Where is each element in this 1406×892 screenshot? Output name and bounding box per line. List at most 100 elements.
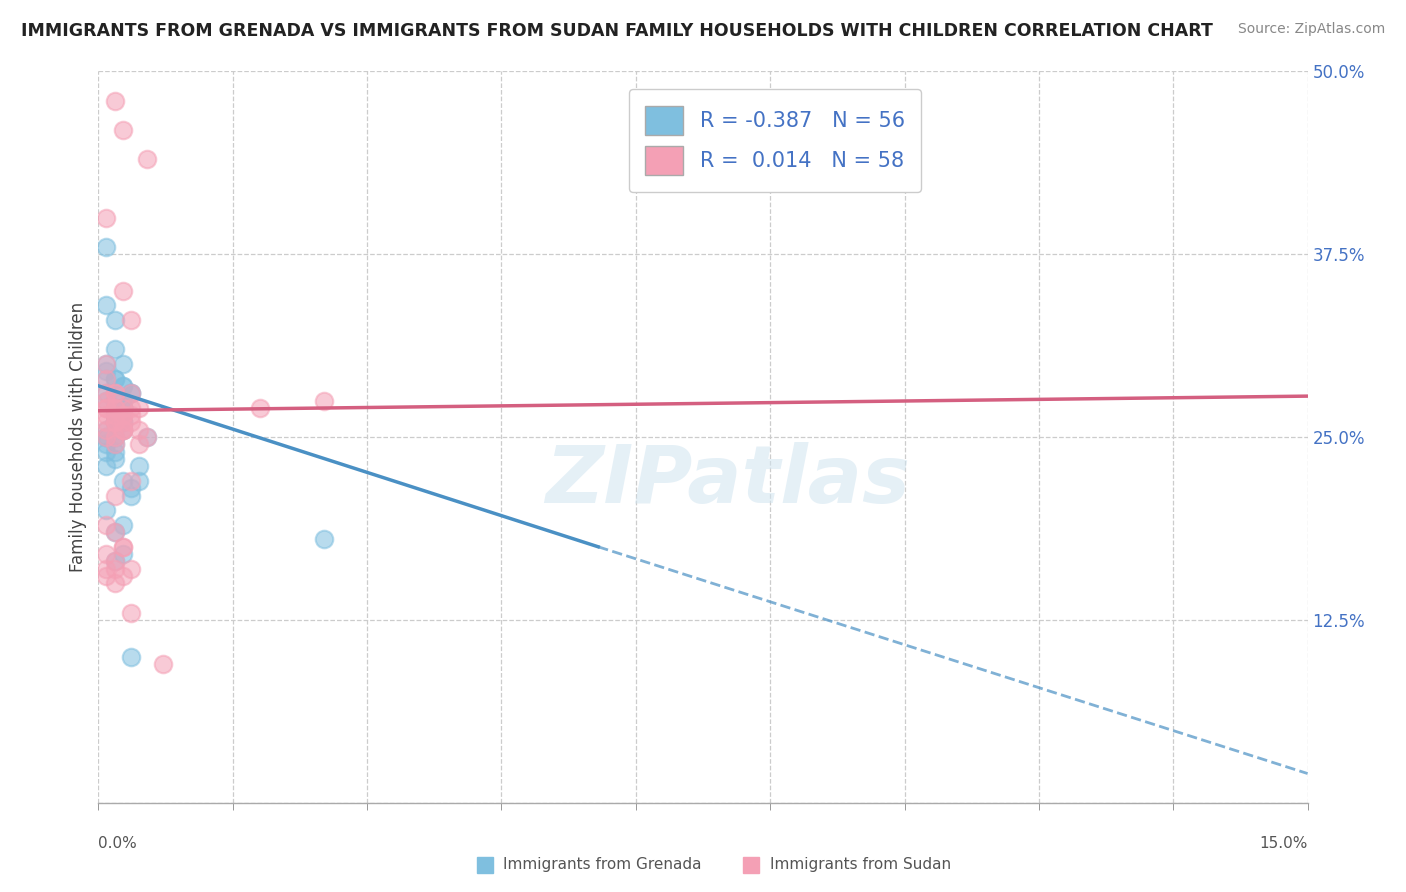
Point [96,430,118,444]
Point [120,562,142,576]
Point [96,437,118,451]
Point [103,452,125,467]
Point [96,416,118,430]
Point [111,423,134,437]
Point [96,386,118,401]
Point [96,517,118,532]
Point [314,533,336,547]
Point [111,408,134,422]
Text: Immigrants from Sudan: Immigrants from Sudan [769,857,950,872]
Point [96,364,118,378]
Point [103,416,125,430]
Point [111,401,134,415]
Point [135,430,157,444]
Point [96,401,118,415]
Point [103,401,125,415]
Point [120,401,142,415]
Point [103,525,125,540]
Point [103,430,125,444]
Point [111,416,134,430]
Text: Source: ZipAtlas.com: Source: ZipAtlas.com [1237,22,1385,37]
Point [103,430,125,444]
Point [103,313,125,327]
Point [111,401,134,415]
Point [96,569,118,583]
Point [103,416,125,430]
Point [128,459,150,474]
Point [135,430,157,444]
Point [111,423,134,437]
Point [111,401,134,415]
Point [120,606,142,620]
Point [103,525,125,540]
Text: ZIPatlas: ZIPatlas [544,442,910,520]
Point [103,393,125,408]
Point [96,562,118,576]
Point [111,123,134,137]
Point [96,430,118,444]
Point [111,408,134,422]
Point [96,357,118,371]
Point [135,152,157,166]
Point [103,401,125,415]
Point [96,444,118,458]
Point [96,547,118,561]
Point [96,240,118,254]
Point [120,408,142,422]
Point [103,343,125,357]
Point [103,554,125,568]
Text: IMMIGRANTS FROM GRENADA VS IMMIGRANTS FROM SUDAN FAMILY HOUSEHOLDS WITH CHILDREN: IMMIGRANTS FROM GRENADA VS IMMIGRANTS FR… [21,22,1213,40]
Point [128,401,150,415]
Point [96,401,118,415]
Point [96,371,118,385]
Point [111,569,134,583]
Point [103,489,125,503]
Point [120,386,142,401]
Point [111,423,134,437]
Point [103,562,125,576]
Point [120,649,142,664]
Point [111,393,134,408]
Point [111,416,134,430]
Point [103,408,125,422]
Point [111,357,134,371]
Point [96,211,118,225]
Point [96,430,118,444]
Point [103,386,125,401]
Point [111,379,134,393]
Point [111,540,134,554]
Point [152,657,174,671]
Point [128,423,150,437]
Text: 0.0%: 0.0% [98,836,138,851]
Point [103,416,125,430]
Point [111,517,134,532]
Point [96,371,118,385]
Point [120,481,142,495]
Point [96,408,118,422]
Point [96,357,118,371]
Point [103,416,125,430]
Point [96,393,118,408]
Point [128,437,150,451]
Point [111,401,134,415]
Point [120,416,142,430]
Point [128,474,150,488]
Point [103,401,125,415]
Point [103,576,125,591]
Point [103,94,125,108]
Point [314,393,336,408]
Point [103,416,125,430]
Point [111,474,134,488]
Point [111,401,134,415]
Point [103,554,125,568]
Point [96,459,118,474]
Point [103,386,125,401]
Point [249,401,271,415]
Point [96,423,118,437]
Point [103,430,125,444]
Point [111,423,134,437]
Point [96,503,118,517]
Y-axis label: Family Households with Children: Family Households with Children [69,302,87,572]
Text: Immigrants from Grenada: Immigrants from Grenada [503,857,702,872]
Point [103,401,125,415]
